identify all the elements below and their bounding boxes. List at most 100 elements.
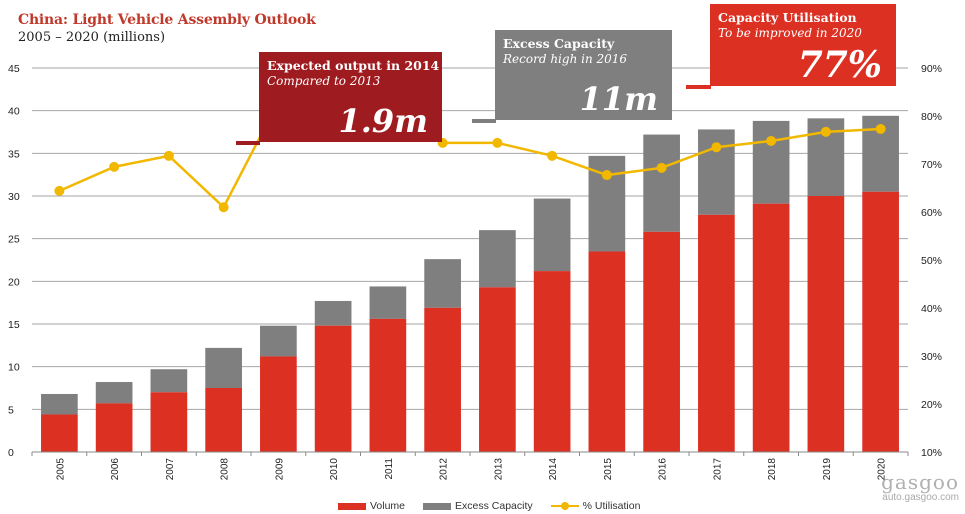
utilisation-point bbox=[711, 142, 722, 153]
bar-volume bbox=[369, 318, 407, 452]
x-tick-label: 2010 bbox=[329, 458, 340, 481]
x-tick-label: 2007 bbox=[165, 458, 176, 481]
y-tick-label: 5 bbox=[8, 404, 14, 416]
bar-excess-capacity bbox=[150, 369, 188, 393]
y2-tick-label: 30% bbox=[921, 351, 942, 363]
utilisation-point bbox=[163, 150, 174, 161]
callout-2-tab bbox=[472, 119, 496, 123]
x-tick-label: 2016 bbox=[658, 458, 669, 481]
callout-3-tab bbox=[686, 85, 711, 89]
y2-tick-label: 80% bbox=[921, 111, 942, 123]
legend-label: Volume bbox=[370, 500, 406, 512]
bar-volume bbox=[533, 271, 571, 452]
callout-heading: Excess Capacity bbox=[503, 36, 615, 51]
y2-tick-label: 40% bbox=[921, 303, 942, 315]
bar-volume bbox=[260, 356, 297, 452]
y2-tick-label: 20% bbox=[921, 399, 942, 411]
y2-tick-label: 10% bbox=[921, 447, 942, 459]
x-tick-label: 2015 bbox=[603, 458, 614, 481]
y-tick-label: 35 bbox=[8, 148, 20, 160]
callout-subheading: Compared to 2013 bbox=[267, 74, 381, 88]
x-tick-label: 2008 bbox=[220, 458, 231, 481]
x-tick-label: 2014 bbox=[548, 458, 559, 481]
legend-label: Excess Capacity bbox=[455, 500, 533, 512]
bar-volume bbox=[807, 196, 845, 452]
callout-heading: Capacity Utilisation bbox=[718, 10, 857, 25]
bar-excess-capacity bbox=[752, 120, 790, 204]
legend-item-utilisation: % Utilisation bbox=[550, 500, 641, 512]
y-tick-label: 0 bbox=[8, 447, 14, 459]
bar-volume bbox=[752, 203, 790, 452]
x-tick-label: 2012 bbox=[439, 458, 450, 481]
utilisation-line bbox=[54, 91, 886, 213]
y-tick-label: 45 bbox=[8, 63, 20, 75]
utilisation-point bbox=[601, 170, 612, 181]
x-tick-label: 2011 bbox=[384, 458, 395, 480]
callout-heading: Expected output in 2014 bbox=[267, 58, 440, 73]
bar-excess-capacity bbox=[205, 347, 242, 388]
y2-tick-label: 70% bbox=[921, 159, 942, 171]
bar-volume bbox=[588, 251, 626, 452]
bar-volume bbox=[95, 403, 133, 452]
callout-excess-capacity: Excess Capacity Record high in 2016 11m bbox=[495, 30, 672, 120]
right-axis: 10% 20% 30% 40% 50% 60% 70% 80% 90% bbox=[921, 63, 942, 459]
y-tick-label: 25 bbox=[8, 234, 20, 246]
bar-excess-capacity bbox=[643, 134, 680, 232]
x-tick-label: 2018 bbox=[767, 458, 778, 481]
legend-item-volume: Volume bbox=[338, 500, 405, 512]
bar-excess-capacity bbox=[479, 230, 516, 288]
x-tick-label: 2006 bbox=[110, 458, 121, 481]
utilisation-point bbox=[656, 162, 667, 173]
y2-tick-label: 60% bbox=[921, 207, 942, 219]
x-tick-label: 2005 bbox=[55, 458, 66, 481]
utilisation-point bbox=[492, 137, 503, 148]
bar-excess-capacity bbox=[314, 300, 352, 326]
legend-swatch-volume bbox=[338, 502, 366, 510]
chart-title: China: Light Vehicle Assembly Outlook bbox=[18, 12, 316, 28]
legend-label: % Utilisation bbox=[582, 500, 641, 512]
watermark-url: auto.gasgoo.com bbox=[882, 492, 959, 503]
legend: Volume Excess Capacity % Utilisation bbox=[338, 500, 658, 512]
y-tick-label: 20 bbox=[8, 276, 20, 288]
bar-volume bbox=[41, 414, 78, 452]
callout-subheading: Record high in 2016 bbox=[503, 52, 628, 66]
utilisation-point bbox=[218, 202, 229, 213]
bar-volume bbox=[424, 307, 461, 452]
utilisation-point bbox=[820, 126, 831, 137]
callout-value: 11m bbox=[579, 80, 658, 118]
utilisation-point bbox=[109, 161, 120, 172]
bar-excess-capacity bbox=[260, 325, 297, 357]
bars bbox=[41, 115, 899, 452]
bar-volume bbox=[643, 231, 680, 452]
chart-subtitle: 2005 – 2020 (millions) bbox=[18, 30, 166, 45]
x-axis: 2005 2006 2007 2008 2009 2010 2011 2012 2013 2014… bbox=[31, 451, 909, 481]
bar-volume bbox=[150, 392, 188, 452]
y-tick-label: 15 bbox=[8, 319, 20, 331]
callout-capacity-utilisation: Capacity Utilisation To be improved in 2… bbox=[710, 4, 896, 86]
x-tick-label: 2017 bbox=[712, 458, 723, 481]
x-tick-label: 2009 bbox=[274, 458, 285, 481]
utilisation-polyline bbox=[58, 95, 881, 210]
utilisation-point bbox=[54, 185, 65, 196]
callout-value: 77% bbox=[797, 44, 882, 86]
bar-volume bbox=[314, 325, 352, 452]
callout-expected-output: Expected output in 2014 Compared to 2013… bbox=[259, 52, 442, 142]
utilisation-point bbox=[547, 150, 558, 161]
x-tick-label: 2013 bbox=[493, 458, 504, 481]
bar-excess-capacity bbox=[95, 382, 133, 404]
watermark-brand: gasgoo bbox=[881, 470, 959, 494]
bar-excess-capacity bbox=[369, 286, 407, 319]
bar-excess-capacity bbox=[424, 259, 461, 308]
bar-volume bbox=[205, 388, 242, 452]
utilisation-point bbox=[766, 135, 777, 146]
y2-tick-label: 90% bbox=[921, 63, 942, 75]
left-axis: 0 5 10 15 20 25 30 35 40 45 bbox=[8, 63, 20, 459]
y-tick-label: 10 bbox=[8, 362, 20, 374]
callout-subheading: To be improved in 2020 bbox=[718, 26, 862, 40]
utilisation-point bbox=[875, 123, 886, 134]
bar-excess-capacity bbox=[533, 198, 571, 272]
legend-swatch-utilisation bbox=[550, 502, 579, 510]
x-tick-label: 2020 bbox=[877, 458, 888, 481]
y-tick-label: 30 bbox=[8, 191, 20, 203]
